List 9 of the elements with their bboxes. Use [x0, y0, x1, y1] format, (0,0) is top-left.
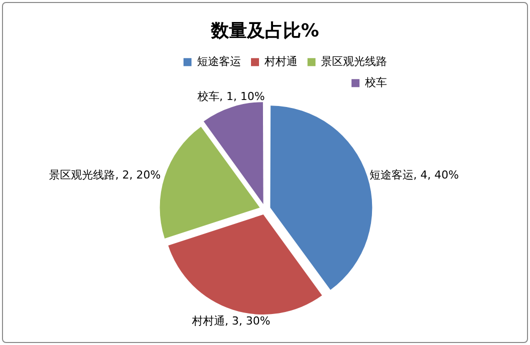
legend-label: 村村通	[264, 54, 298, 68]
data-label: 景区观光线路, 2, 20%	[49, 168, 161, 182]
chart-title: 数量及占比%	[210, 20, 320, 42]
legend-label: 校车	[364, 76, 387, 89]
legend-label: 短途客运	[197, 54, 241, 68]
legend-label: 景区观光线路	[321, 54, 387, 68]
data-label: 村村通, 3, 30%	[190, 314, 270, 328]
data-label: 短途客运, 4, 40%	[369, 168, 459, 182]
data-label: 校车, 1, 10%	[196, 90, 265, 103]
